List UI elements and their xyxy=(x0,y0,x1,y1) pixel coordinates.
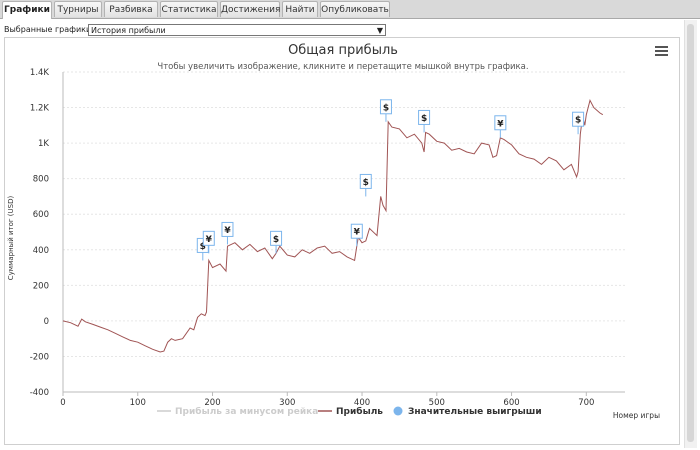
series-layer xyxy=(62,99,604,353)
tab-statistics[interactable]: Статистика xyxy=(160,1,218,17)
chart-title: Общая прибыль xyxy=(288,43,398,58)
y-tick-label: 600 xyxy=(33,210,49,220)
legend-item[interactable]: Значительные выигрыши xyxy=(393,406,542,418)
tab-find[interactable]: Найти xyxy=(282,1,318,17)
big-win-marker[interactable]: $ xyxy=(418,109,431,133)
tab-tournaments[interactable]: Турниры xyxy=(54,1,102,17)
x-tick-label: 0 xyxy=(60,398,65,408)
vertical-scrollbar[interactable] xyxy=(684,20,697,448)
chart-container[interactable]: Общая прибыль Чтобы увеличить изображени… xyxy=(4,37,680,445)
y-axis-label: Суммарный итог (USD) xyxy=(7,196,15,281)
big-win-marker[interactable]: ¥ xyxy=(202,230,215,254)
profit-series-line[interactable] xyxy=(62,99,604,353)
y-axis: -400 -200 0 200 400 600 800 1K 1.2K 1.4K xyxy=(30,68,625,398)
chart-subtitle: Чтобы увеличить изображение, кликните и … xyxy=(157,62,528,72)
big-win-marker[interactable]: $ xyxy=(359,173,372,197)
x-tick-label: 400 xyxy=(354,398,370,408)
y-tick-label: 1.4K xyxy=(30,68,50,78)
y-tick-label: 0 xyxy=(44,317,49,327)
tab-publish[interactable]: Опубликовать xyxy=(320,1,390,17)
big-win-symbol: $ xyxy=(421,114,427,124)
big-win-symbol: ¥ xyxy=(497,119,504,129)
x-tick-label: 300 xyxy=(279,398,295,408)
y-tick-label: -400 xyxy=(30,388,49,398)
big-win-marker[interactable]: $ xyxy=(270,230,283,254)
big-win-symbol: $ xyxy=(273,235,279,245)
scrollbar-thumb[interactable] xyxy=(687,24,694,442)
x-axis-label: Номер игры xyxy=(613,411,660,420)
y-tick-label: 400 xyxy=(33,246,49,256)
tab-charts[interactable]: Графики xyxy=(2,1,52,19)
y-tick-label: 1K xyxy=(38,139,49,149)
marker-layer: $¥¥$¥$$$¥ $ xyxy=(196,99,585,261)
tab-bar: Графики Турниры Разбивка Статистика Дост… xyxy=(0,0,700,19)
chevron-down-icon: ▼ xyxy=(376,26,383,35)
x-tick-label: 700 xyxy=(578,398,594,408)
big-win-marker[interactable]: ¥ xyxy=(221,221,234,245)
big-win-symbol: ¥ xyxy=(224,226,231,236)
menu-icon[interactable] xyxy=(655,46,668,56)
y-tick-label: 800 xyxy=(33,175,49,185)
y-tick-label: 200 xyxy=(33,281,49,291)
tab-achievements[interactable]: Достижения xyxy=(220,1,280,17)
legend-item[interactable]: Прибыль за минусом рейка xyxy=(157,406,318,417)
x-tick-label: 200 xyxy=(204,398,220,408)
y-tick-label: -200 xyxy=(30,352,49,362)
x-tick-label: 100 xyxy=(130,398,146,408)
y-tick-label: 1.2K xyxy=(30,104,50,114)
profit-chart[interactable]: Общая прибыль Чтобы увеличить изображени… xyxy=(5,38,679,444)
x-tick-label: 500 xyxy=(429,398,445,408)
big-win-symbol: ¥ xyxy=(354,228,361,238)
x-axis: 0 100 200 300 400 500 600 700 xyxy=(60,392,594,408)
legend-label: Значительные выигрыши xyxy=(408,407,542,417)
legend-label: Прибыль за минусом рейка xyxy=(175,406,318,417)
big-win-marker[interactable]: ¥ xyxy=(494,115,507,138)
x-tick-label: 600 xyxy=(503,398,519,408)
grid-lines xyxy=(63,71,625,393)
chart-select-value: История прибыли xyxy=(91,26,166,35)
big-win-marker[interactable]: $ xyxy=(572,111,585,135)
tab-breakdown[interactable]: Разбивка xyxy=(104,1,158,17)
chart-legend: Прибыль за минусом рейка Прибыль Значитель… xyxy=(157,406,542,417)
chart-select[interactable]: История прибыли ▼ xyxy=(88,24,386,36)
big-win-symbol: $ xyxy=(383,103,389,113)
big-win-symbol: $ xyxy=(200,242,206,252)
legend-item[interactable]: Прибыль xyxy=(318,406,383,417)
big-win-marker[interactable]: $ xyxy=(379,99,392,122)
big-win-symbol: ¥ xyxy=(206,235,213,245)
legend-label: Прибыль xyxy=(336,406,383,417)
big-win-symbol: $ xyxy=(575,116,581,126)
big-win-marker[interactable]: ¥ xyxy=(350,223,363,247)
chart-selector-label: Выбранные графики: xyxy=(4,25,94,34)
big-win-symbol: $ xyxy=(363,178,369,188)
